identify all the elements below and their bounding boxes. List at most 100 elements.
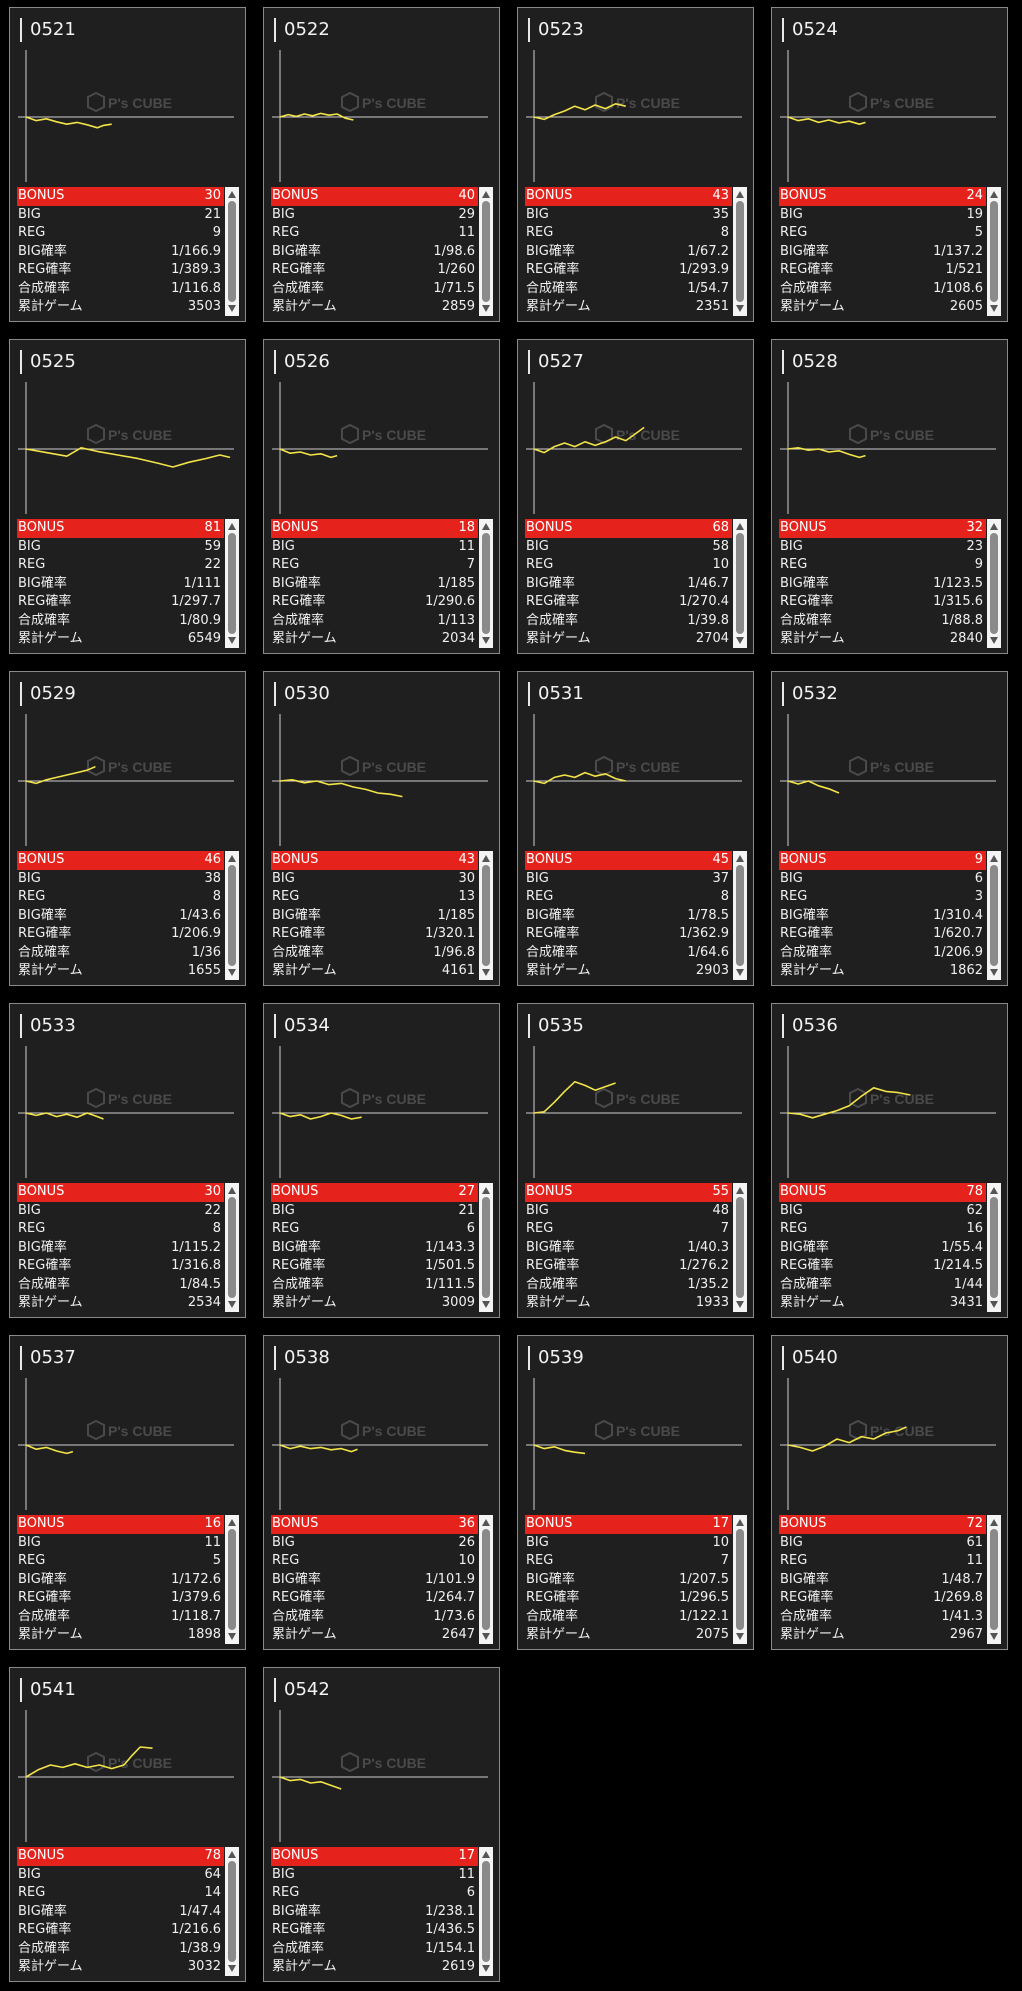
pscube-logo: P's CUBE (87, 1751, 172, 1773)
scroll-down-icon[interactable] (482, 1633, 490, 1640)
scroll-down-icon[interactable] (990, 1633, 998, 1640)
scroll-thumb[interactable] (482, 1529, 490, 1630)
scroll-up-icon[interactable] (990, 1187, 998, 1194)
stats-scrollbar[interactable] (733, 851, 747, 980)
scroll-up-icon[interactable] (228, 1851, 236, 1858)
scroll-up-icon[interactable] (482, 1187, 490, 1194)
stats-scrollbar[interactable] (479, 1847, 493, 1976)
scroll-thumb[interactable] (228, 201, 236, 302)
scroll-down-icon[interactable] (736, 637, 744, 644)
stat-label: 累計ゲーム (526, 1627, 591, 1642)
stats-scrollbar[interactable] (987, 1515, 1001, 1644)
scroll-thumb[interactable] (736, 201, 744, 302)
scroll-down-icon[interactable] (228, 305, 236, 312)
stats-list: BONUS 78 BIG 62 REG 16 BIG確率 1/55.4 REG確率 1/214.5… (779, 1183, 986, 1313)
scroll-down-icon[interactable] (482, 637, 490, 644)
scroll-up-icon[interactable] (228, 523, 236, 530)
stats-scrollbar[interactable] (733, 519, 747, 648)
scroll-up-icon[interactable] (482, 1851, 490, 1858)
stats-scrollbar[interactable] (225, 1847, 239, 1976)
stat-row-total-games: 累計ゲーム 2605 (779, 298, 986, 317)
stats-scrollbar[interactable] (225, 851, 239, 980)
scroll-down-icon[interactable] (482, 1301, 490, 1308)
stat-row-big: BIG 6 (779, 870, 986, 889)
scroll-down-icon[interactable] (228, 1965, 236, 1972)
scroll-down-icon[interactable] (736, 1301, 744, 1308)
scroll-up-icon[interactable] (228, 1187, 236, 1194)
scroll-down-icon[interactable] (736, 1633, 744, 1640)
scroll-down-icon[interactable] (228, 1301, 236, 1308)
stats-scrollbar[interactable] (225, 1183, 239, 1312)
scroll-thumb[interactable] (228, 1529, 236, 1630)
scroll-up-icon[interactable] (482, 855, 490, 862)
scroll-up-icon[interactable] (990, 523, 998, 530)
scroll-down-icon[interactable] (990, 1301, 998, 1308)
scroll-thumb[interactable] (990, 201, 998, 302)
scroll-down-icon[interactable] (228, 1633, 236, 1640)
scroll-down-icon[interactable] (990, 969, 998, 976)
scroll-thumb[interactable] (990, 865, 998, 966)
stats-scrollbar[interactable] (479, 187, 493, 316)
scroll-thumb[interactable] (736, 1529, 744, 1630)
stats-scrollbar[interactable] (225, 1515, 239, 1644)
slump-graph: P's CUBE (272, 1046, 488, 1178)
scroll-thumb[interactable] (228, 865, 236, 966)
scroll-up-icon[interactable] (482, 523, 490, 530)
scroll-thumb[interactable] (482, 201, 490, 302)
scroll-down-icon[interactable] (228, 969, 236, 976)
scroll-up-icon[interactable] (228, 191, 236, 198)
scroll-thumb[interactable] (228, 1861, 236, 1962)
scroll-thumb[interactable] (228, 1197, 236, 1298)
machine-number: 0522 (274, 18, 330, 42)
scroll-down-icon[interactable] (990, 305, 998, 312)
scroll-thumb[interactable] (990, 1529, 998, 1630)
scroll-thumb[interactable] (482, 865, 490, 966)
scroll-thumb[interactable] (482, 1861, 490, 1962)
scroll-down-icon[interactable] (736, 305, 744, 312)
stat-row-big: BIG 35 (525, 206, 732, 225)
scroll-up-icon[interactable] (482, 191, 490, 198)
scroll-thumb[interactable] (736, 533, 744, 634)
scroll-up-icon[interactable] (736, 1519, 744, 1526)
stats-scrollbar[interactable] (479, 1183, 493, 1312)
slump-graph: P's CUBE (18, 382, 234, 514)
scroll-up-icon[interactable] (482, 1519, 490, 1526)
scroll-down-icon[interactable] (482, 1965, 490, 1972)
scroll-up-icon[interactable] (736, 1187, 744, 1194)
scroll-down-icon[interactable] (482, 969, 490, 976)
scroll-up-icon[interactable] (990, 855, 998, 862)
scroll-thumb[interactable] (990, 1197, 998, 1298)
stat-value: 1898 (187, 1627, 221, 1642)
scroll-down-icon[interactable] (990, 637, 998, 644)
scroll-up-icon[interactable] (990, 1519, 998, 1526)
scroll-down-icon[interactable] (228, 637, 236, 644)
stats-scrollbar[interactable] (225, 519, 239, 648)
scroll-thumb[interactable] (482, 533, 490, 634)
scroll-thumb[interactable] (736, 1197, 744, 1298)
stats-scrollbar[interactable] (987, 851, 1001, 980)
scroll-up-icon[interactable] (736, 191, 744, 198)
stats-scrollbar[interactable] (733, 1183, 747, 1312)
scroll-up-icon[interactable] (736, 523, 744, 530)
stats-scrollbar[interactable] (987, 187, 1001, 316)
stat-value: 7 (466, 557, 475, 572)
scroll-up-icon[interactable] (228, 1519, 236, 1526)
scroll-down-icon[interactable] (736, 969, 744, 976)
stats-scrollbar[interactable] (479, 851, 493, 980)
stats-scrollbar[interactable] (987, 519, 1001, 648)
stats-scrollbar[interactable] (479, 1515, 493, 1644)
scroll-down-icon[interactable] (482, 305, 490, 312)
scroll-up-icon[interactable] (736, 855, 744, 862)
scroll-thumb[interactable] (736, 865, 744, 966)
stat-value: 18 (458, 520, 475, 535)
scroll-up-icon[interactable] (228, 855, 236, 862)
stats-scrollbar[interactable] (733, 1515, 747, 1644)
stats-scrollbar[interactable] (225, 187, 239, 316)
stats-scrollbar[interactable] (479, 519, 493, 648)
scroll-thumb[interactable] (482, 1197, 490, 1298)
scroll-up-icon[interactable] (990, 191, 998, 198)
scroll-thumb[interactable] (990, 533, 998, 634)
scroll-thumb[interactable] (228, 533, 236, 634)
stats-scrollbar[interactable] (733, 187, 747, 316)
stats-scrollbar[interactable] (987, 1183, 1001, 1312)
